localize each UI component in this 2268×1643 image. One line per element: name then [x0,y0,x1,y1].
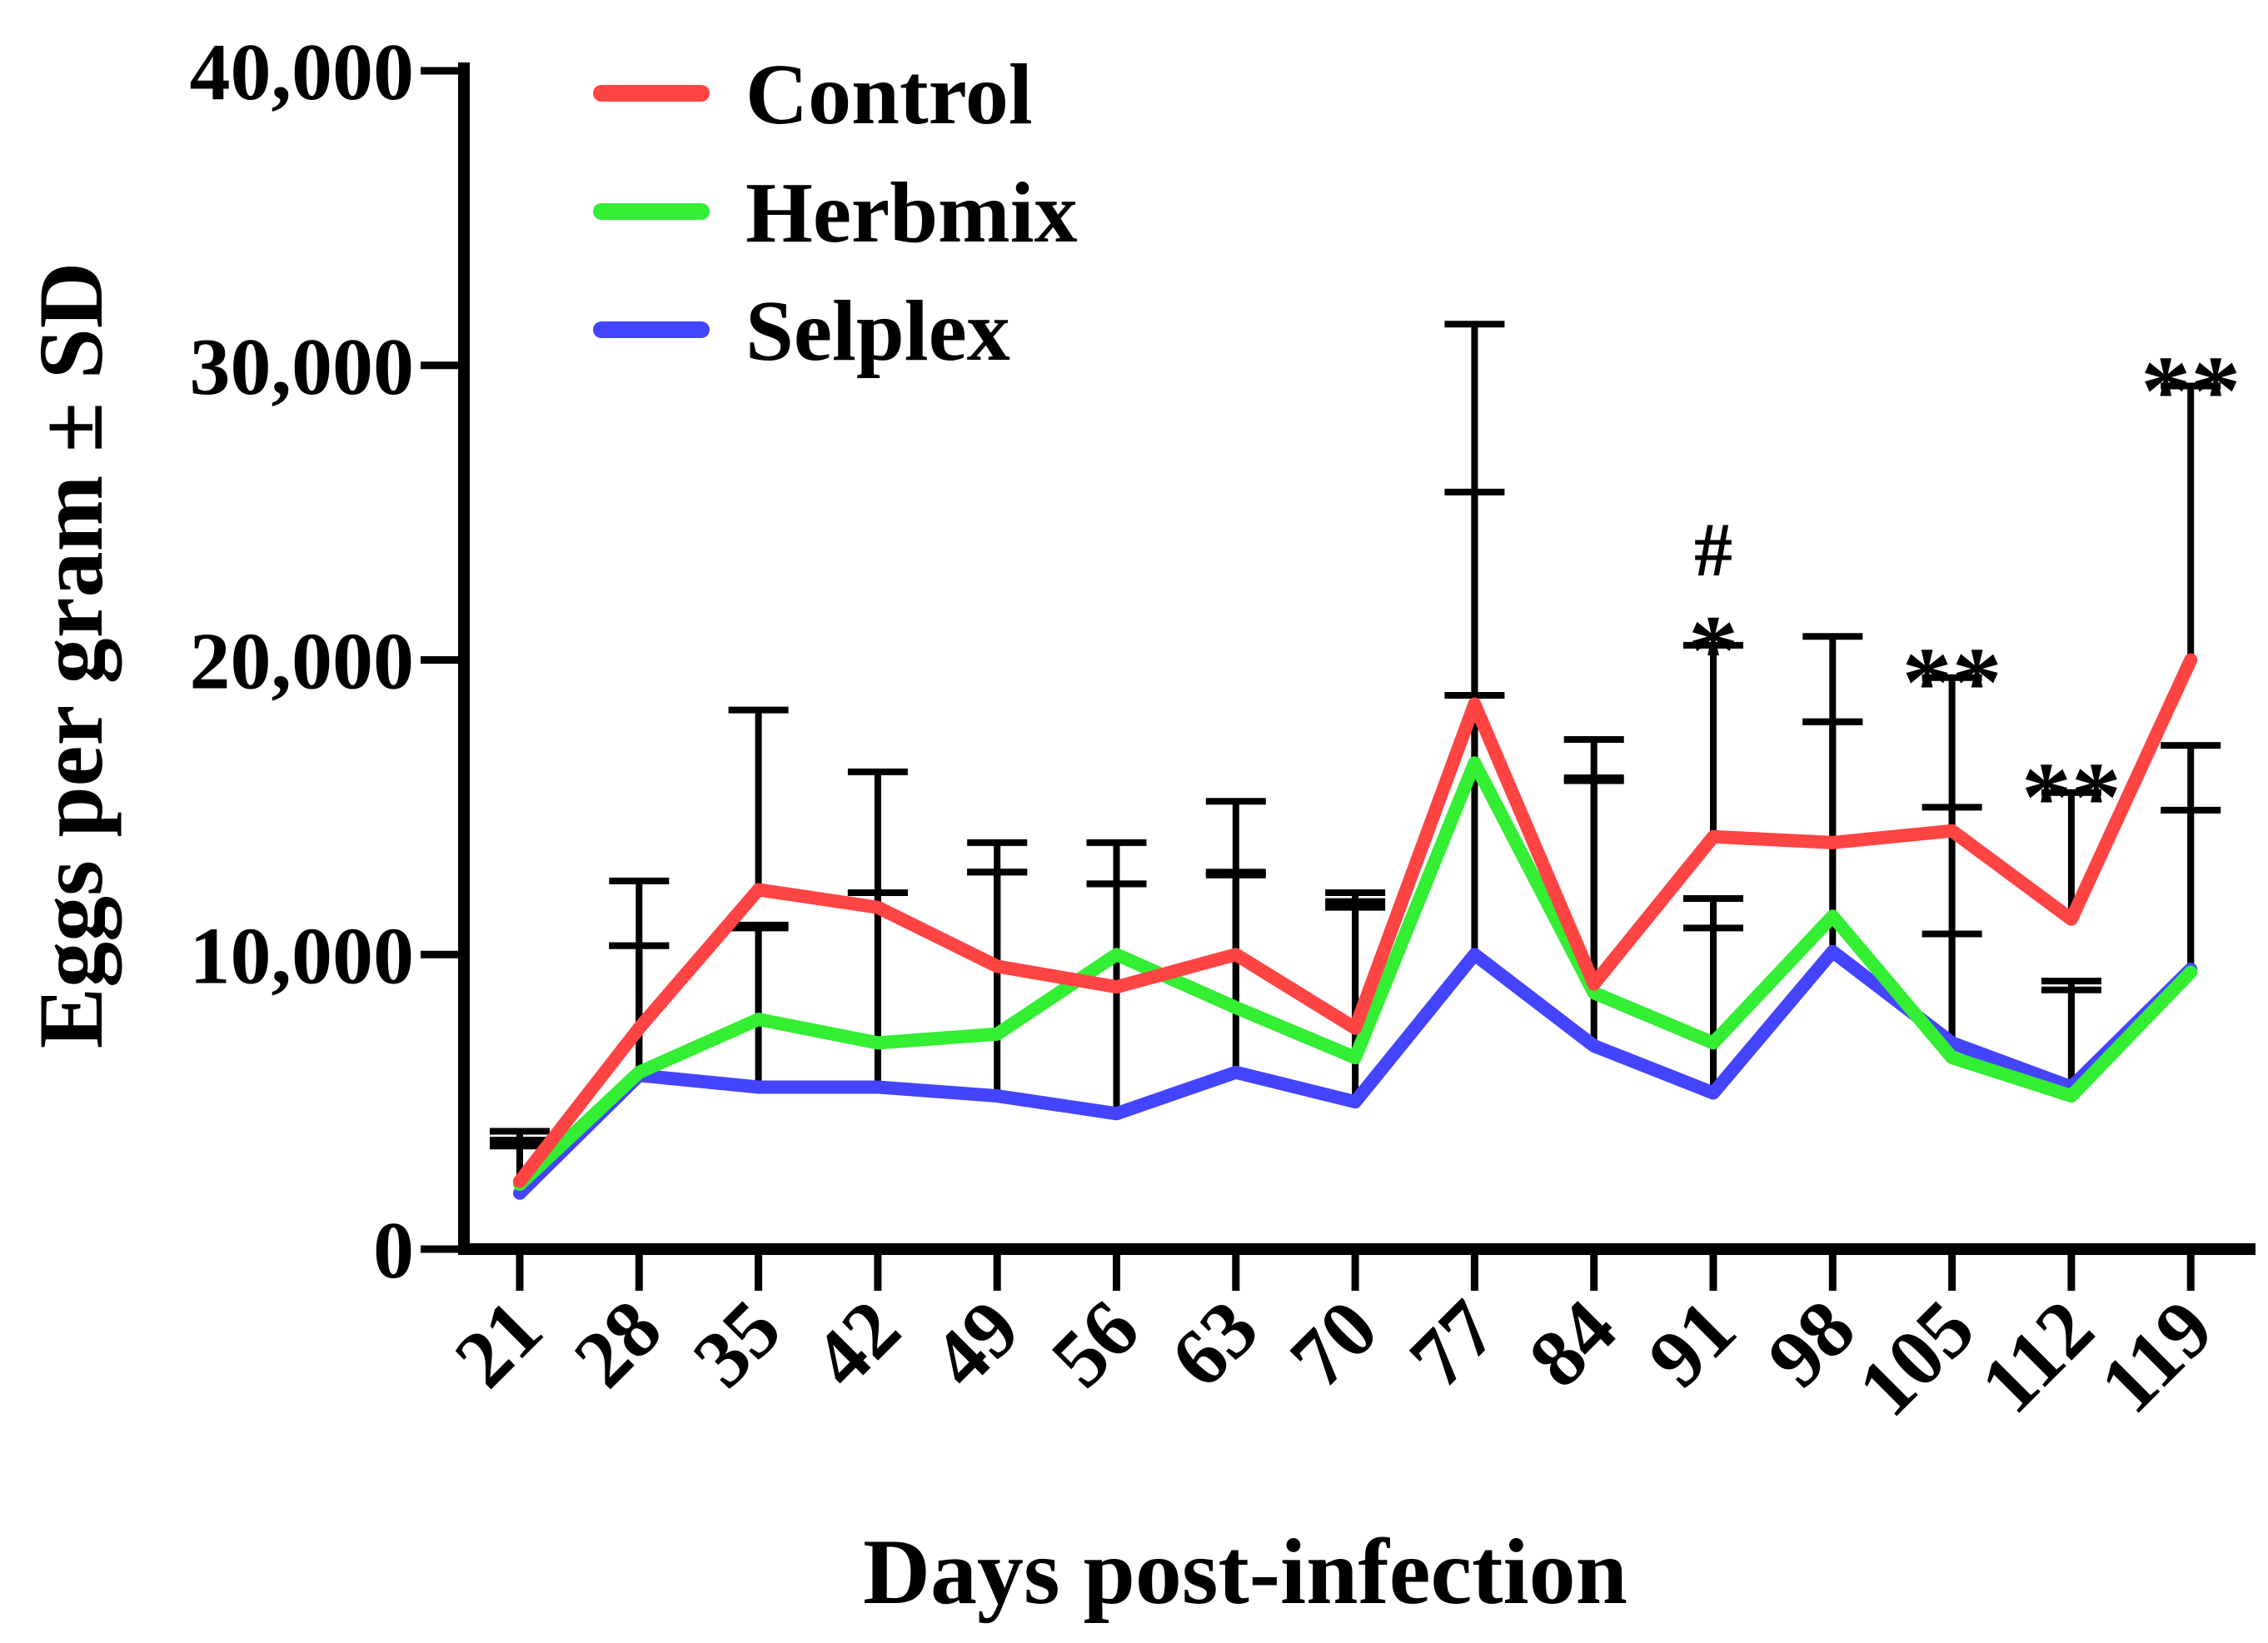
x-tick-label: 35 [676,1283,798,1405]
significance-mark: # [1694,507,1732,592]
significance-mark: ** [2141,336,2241,446]
x-axis-label: Days post-infection [863,1521,1627,1624]
significance-mark: ** [2021,742,2121,853]
significance-mark: * [1688,595,1738,705]
y-ticks: 0 10,000 20,000 30,000 40,000 [190,27,464,1296]
x-tick-label: 49 [915,1283,1037,1405]
legend-label-selplex: Selplex [745,283,1010,379]
x-tick-label: 21 [438,1283,560,1405]
x-tick-label: 63 [1154,1283,1276,1405]
legend: Control Herbmix Selplex [593,47,1078,379]
y-tick-label: 10,000 [190,911,415,1001]
x-tick-label: 77 [1393,1283,1514,1405]
y-axis-label: Eggs per gram ± SD [20,262,122,1048]
x-tick-label: 42 [796,1283,918,1405]
legend-label-herbmix: Herbmix [745,165,1078,261]
y-tick-label: 40,000 [190,27,415,117]
x-tick-label: 112 [1964,1283,2111,1430]
series-lines [513,653,2198,1200]
series-line-herbmix [513,756,2198,1192]
y-tick-label: 20,000 [190,617,415,707]
x-tick-label: 119 [2083,1283,2230,1430]
x-tick-label: 70 [1274,1283,1395,1405]
x-tick-label: 84 [1513,1283,1634,1405]
series-line-control [513,653,2198,1188]
y-tick-label: 0 [373,1206,414,1296]
x-tick-label: 56 [1034,1283,1156,1405]
significance-annotations: *******# [1688,336,2241,853]
y-tick-label: 30,000 [190,322,415,412]
x-tick-label: 28 [557,1283,679,1405]
significance-mark: ** [1902,627,2002,738]
x-tick-label: 91 [1632,1283,1753,1405]
x-tick-label: 98 [1751,1283,1872,1405]
x-tick-label: 105 [1842,1283,1991,1433]
error-bars [490,321,2221,1193]
legend-label-control: Control [745,47,1033,142]
